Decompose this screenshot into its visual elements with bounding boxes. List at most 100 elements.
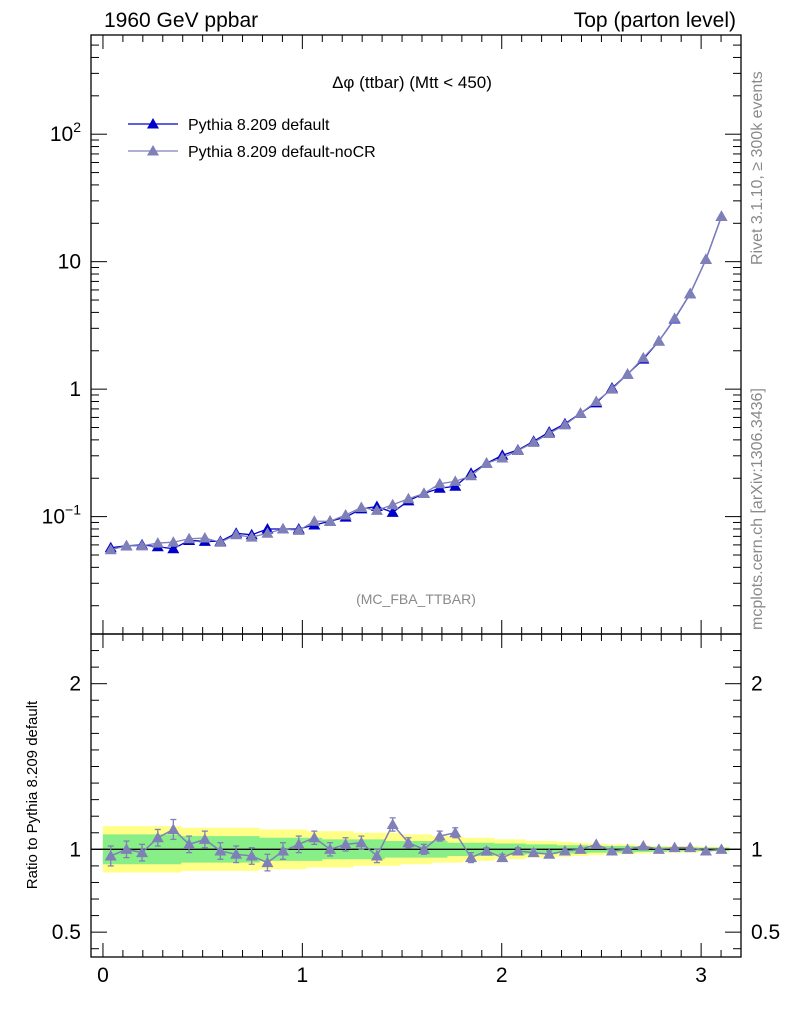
x-tick-label: 2 xyxy=(496,964,508,987)
series-1-point xyxy=(120,539,133,551)
series-1-point xyxy=(480,457,493,468)
ratio-y-axis-label: Ratio to Pythia 8.209 default xyxy=(24,700,41,889)
series-1-point xyxy=(386,498,399,510)
y-tick-label: 10−1 xyxy=(42,502,82,529)
series-1-point xyxy=(668,312,681,323)
series-line-0 xyxy=(110,216,723,550)
series-1-point xyxy=(652,335,665,346)
series-1-point xyxy=(465,469,478,481)
ratio-point xyxy=(136,846,149,858)
ratio-point xyxy=(433,830,446,841)
series-1-point xyxy=(621,368,634,379)
ratio-point xyxy=(167,823,180,834)
series-1-point xyxy=(104,543,117,555)
ratio-point xyxy=(104,849,117,861)
series-1-point xyxy=(590,395,603,406)
y-tick-label: 102 xyxy=(50,119,81,146)
y-tick-label: 10 xyxy=(58,251,81,274)
series-1-point xyxy=(292,524,305,535)
ratio-point xyxy=(652,843,665,854)
series-1-point xyxy=(558,418,571,430)
mcplots-label: mcplots.cern.ch [arXiv:1306.3436] xyxy=(749,388,766,630)
ratio-y-tick-label-right: 1 xyxy=(751,838,763,861)
ratio-point xyxy=(558,844,571,856)
series-1-point xyxy=(230,528,243,540)
ratio-frame xyxy=(90,633,742,958)
series-1-point xyxy=(277,522,290,534)
ratio-point xyxy=(198,833,211,844)
series-1-point xyxy=(355,501,368,512)
series-1-point xyxy=(684,287,697,299)
ratio-point xyxy=(699,844,712,856)
ratio-point xyxy=(245,849,258,861)
ratio-point xyxy=(637,840,650,851)
series-1-point xyxy=(324,515,337,526)
series-1-point xyxy=(402,492,415,504)
ratio-panel: 0.5 0.5 1 1 2 2 0 1 2 3 Ratio to Pythia 8.209 defa… xyxy=(24,633,780,987)
series-1-point xyxy=(214,536,227,547)
series-1-point xyxy=(261,527,274,538)
series-1-point xyxy=(699,253,712,264)
x-tick-label: 1 xyxy=(297,964,309,987)
x-tick-label: 0 xyxy=(97,964,109,987)
ratio-point xyxy=(339,838,352,849)
y-tick-label-base: 10 xyxy=(50,123,73,146)
series-1-point xyxy=(245,531,258,542)
series-1-point xyxy=(151,537,164,548)
ratio-point xyxy=(496,851,509,863)
ratio-point xyxy=(621,843,634,854)
ratio-point xyxy=(715,843,728,854)
legend-label: Pythia 8.209 default-noCR xyxy=(188,144,376,161)
ratio-point xyxy=(324,843,337,854)
series-1-point xyxy=(136,539,149,551)
series-1-point xyxy=(637,351,650,363)
series-1-point xyxy=(605,383,618,394)
ratio-point xyxy=(214,844,227,856)
series-1-point xyxy=(449,475,462,486)
series-1-point xyxy=(339,508,352,520)
ratio-point xyxy=(370,849,383,861)
ratio-y-tick-label-right: 0.5 xyxy=(751,921,780,944)
series-1-point xyxy=(417,487,430,498)
series-1-point xyxy=(433,477,446,489)
series-1-point xyxy=(527,436,540,447)
series-0-point xyxy=(167,542,180,554)
series-1-point xyxy=(370,504,383,515)
ratio-point xyxy=(261,856,274,868)
ratio-point xyxy=(605,844,618,856)
ratio-point xyxy=(355,836,368,848)
series-1-point xyxy=(308,515,321,526)
series-1-point xyxy=(574,407,587,418)
header-left-title: 1960 GeV ppbar xyxy=(104,9,258,32)
ratio-point xyxy=(590,838,603,849)
ratio-point xyxy=(292,838,305,849)
ratio-point xyxy=(417,843,430,854)
ratio-point xyxy=(308,831,321,843)
y-tick-label: 1 xyxy=(69,378,81,401)
legend-label: Pythia 8.209 default xyxy=(188,117,330,134)
ratio-y-tick-label-left: 1 xyxy=(69,838,81,861)
y-tick-label-exp: 2 xyxy=(73,119,81,135)
ratio-point xyxy=(386,818,399,829)
ratio-point xyxy=(668,841,681,853)
series-1-point xyxy=(511,444,524,456)
plot-annotation: (MC_FBA_TTBAR) xyxy=(356,591,476,607)
ratio-point xyxy=(402,836,415,848)
ratio-point xyxy=(449,826,462,838)
ratio-point xyxy=(543,848,556,859)
series-0-point xyxy=(386,506,399,517)
ratio-point xyxy=(511,844,524,856)
legend-marker xyxy=(147,118,159,129)
ratio-point xyxy=(277,844,290,856)
ratio-y-tick-label-left: 0.5 xyxy=(52,921,81,944)
series-1-point xyxy=(496,452,509,463)
ratio-y-tick-label-right: 2 xyxy=(751,673,763,696)
series-1-point xyxy=(183,532,196,544)
ratio-point xyxy=(183,838,196,849)
ratio-point xyxy=(684,841,697,853)
ratio-point xyxy=(480,844,493,856)
y-tick-label-base: 10 xyxy=(42,506,65,529)
ratio-point xyxy=(120,843,133,854)
series-line-1 xyxy=(110,216,723,551)
